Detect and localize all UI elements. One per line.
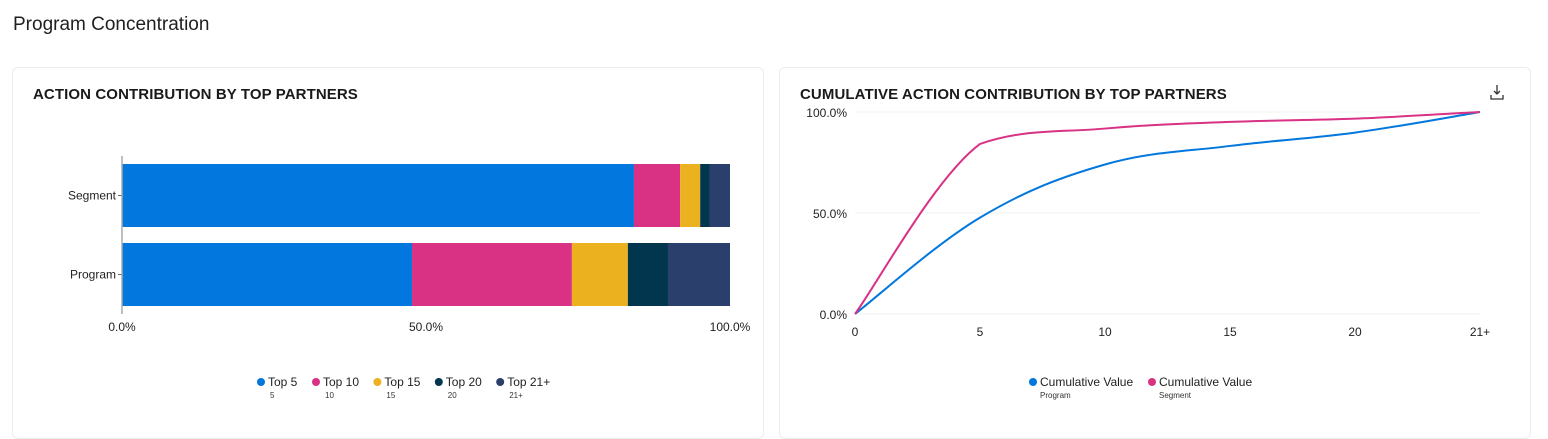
legend-sublabel: Segment: [1159, 391, 1192, 400]
x-tick-label: 50.0%: [409, 320, 443, 334]
line-series-segment: [854, 111, 1481, 315]
line-chart: 0.0% 50.0% 100.0% 0 5 10 15 20 21+ Cumulative Val…: [806, 106, 1490, 400]
bar-segment-top10: [633, 164, 681, 227]
bar-chart-title: ACTION CONTRIBUTION BY TOP PARTNERS: [33, 86, 358, 103]
line-series-program: [854, 111, 1481, 315]
legend-label: Top 15: [384, 375, 420, 389]
legend-sublabel: 21+: [509, 391, 523, 400]
x-tick-label: 15: [1223, 325, 1237, 339]
legend-marker: [373, 378, 382, 386]
legend-label: Cumulative Value: [1159, 375, 1252, 389]
line-chart-title: CUMULATIVE ACTION CONTRIBUTION BY TOP PA…: [800, 86, 1227, 103]
legend-marker: [257, 378, 265, 386]
download-icon[interactable]: [1489, 84, 1505, 100]
legend-marker: [496, 378, 505, 386]
y-tick-label: 0.0%: [820, 308, 848, 322]
legend-label: Cumulative Value: [1040, 375, 1133, 389]
legend-label: Top 10: [323, 375, 359, 389]
legend-label: Top 20: [446, 375, 482, 389]
legend-marker: [1148, 378, 1156, 386]
legend-sublabel: 20: [448, 391, 457, 400]
legend-sublabel: Program: [1040, 391, 1071, 400]
bar-program-top10: [412, 243, 572, 306]
legend-sublabel: 10: [325, 391, 334, 400]
bar-program-top21: [667, 243, 730, 306]
legend-marker: [1029, 378, 1037, 386]
bar-chart: Segment Program 0.0% 50.0% 100.0% Top 5 5 Top 1…: [68, 156, 751, 400]
legend-sublabel: 5: [270, 391, 275, 400]
bar-program-top15: [571, 243, 628, 306]
x-tick-label: 0: [852, 325, 859, 339]
page-title: Program Concentration: [13, 14, 210, 35]
bar-program-top5: [122, 243, 413, 306]
y-tick-label: 50.0%: [813, 207, 847, 221]
y-tick-label: Program: [70, 268, 116, 282]
x-tick-label: 21+: [1470, 325, 1490, 339]
bar-program-top20: [627, 243, 668, 306]
x-tick-label: 0.0%: [108, 320, 136, 334]
line-chart-card: CUMULATIVE ACTION CONTRIBUTION BY TOP PA…: [779, 67, 1531, 439]
bar-segment-top21: [709, 164, 730, 227]
x-tick-label: 5: [977, 325, 984, 339]
legend-label: Top 21+: [507, 375, 550, 389]
bar-segment-top20: [700, 164, 710, 227]
y-tick-label: 100.0%: [806, 106, 847, 120]
legend-label: Top 5: [268, 375, 298, 389]
x-tick-label: 20: [1348, 325, 1362, 339]
legend-sublabel: 15: [386, 391, 395, 400]
x-tick-label: 10: [1098, 325, 1112, 339]
bar-segment-top5: [122, 164, 634, 227]
legend-marker: [312, 378, 320, 386]
y-tick-label: Segment: [68, 189, 117, 203]
legend-marker: [434, 378, 443, 386]
bar-chart-card: ACTION CONTRIBUTION BY TOP PARTNERS Segm…: [12, 67, 764, 439]
bar-segment-top15: [680, 164, 701, 227]
x-tick-label: 100.0%: [710, 320, 751, 334]
